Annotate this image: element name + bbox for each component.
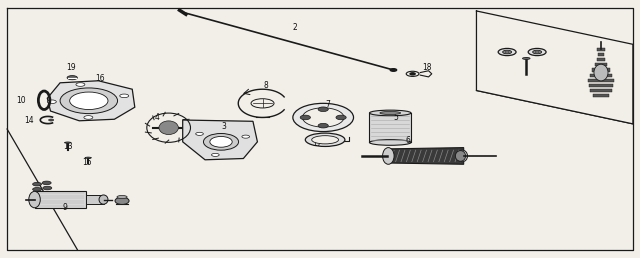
Ellipse shape [336, 115, 346, 120]
Ellipse shape [456, 151, 466, 161]
Text: 13: 13 [63, 142, 72, 151]
Bar [589, 84, 613, 87]
Text: 12: 12 [532, 26, 542, 35]
Bar [593, 68, 610, 71]
Ellipse shape [159, 121, 179, 134]
Text: 8: 8 [263, 81, 268, 90]
Ellipse shape [210, 136, 232, 147]
Ellipse shape [115, 197, 129, 204]
Ellipse shape [498, 49, 516, 56]
Ellipse shape [369, 110, 411, 116]
Circle shape [212, 153, 219, 156]
Circle shape [242, 135, 250, 138]
Bar [597, 58, 605, 61]
Ellipse shape [293, 103, 353, 132]
Text: 7: 7 [325, 100, 330, 109]
Circle shape [43, 186, 52, 190]
Ellipse shape [369, 140, 411, 145]
Text: 11: 11 [526, 53, 536, 62]
Circle shape [49, 119, 54, 121]
Text: 6: 6 [406, 136, 411, 145]
Ellipse shape [383, 148, 394, 164]
Text: 17: 17 [312, 139, 322, 148]
Polygon shape [182, 120, 257, 160]
Ellipse shape [70, 92, 108, 109]
Text: 5: 5 [393, 113, 398, 122]
Circle shape [47, 100, 56, 103]
Polygon shape [476, 11, 633, 124]
Ellipse shape [29, 191, 40, 208]
Text: 10: 10 [16, 96, 26, 105]
Ellipse shape [60, 88, 118, 114]
Bar [35, 191, 86, 208]
Bar [86, 195, 104, 204]
Text: 15: 15 [82, 158, 92, 167]
Text: 12: 12 [502, 26, 512, 35]
Ellipse shape [300, 115, 310, 120]
Text: 16: 16 [95, 75, 104, 83]
Circle shape [33, 188, 42, 191]
Ellipse shape [204, 133, 239, 150]
Bar [595, 63, 607, 66]
Circle shape [120, 94, 129, 98]
Ellipse shape [312, 136, 339, 144]
Ellipse shape [502, 50, 511, 54]
Text: 4: 4 [155, 113, 159, 122]
Text: 2: 2 [292, 23, 297, 32]
Ellipse shape [117, 196, 127, 199]
Ellipse shape [532, 50, 541, 54]
Text: 3: 3 [222, 122, 227, 131]
Polygon shape [387, 148, 464, 164]
Ellipse shape [380, 111, 401, 115]
Bar [598, 53, 604, 56]
Circle shape [196, 132, 204, 135]
Ellipse shape [318, 123, 328, 128]
Circle shape [84, 116, 93, 119]
Ellipse shape [535, 51, 539, 53]
Circle shape [33, 182, 42, 186]
Bar [590, 74, 612, 77]
Ellipse shape [85, 157, 92, 158]
Ellipse shape [305, 133, 345, 147]
Ellipse shape [65, 142, 71, 143]
Text: 9: 9 [62, 203, 67, 212]
Bar [588, 79, 614, 82]
Ellipse shape [318, 107, 328, 111]
Ellipse shape [528, 49, 546, 56]
Bar [369, 113, 411, 142]
Ellipse shape [594, 64, 608, 81]
Circle shape [410, 73, 415, 75]
Circle shape [67, 76, 77, 80]
Ellipse shape [99, 195, 108, 204]
Text: 18: 18 [422, 63, 432, 72]
Bar [596, 48, 605, 51]
Text: 19: 19 [66, 63, 76, 72]
Circle shape [76, 83, 85, 86]
Ellipse shape [522, 58, 530, 59]
Ellipse shape [303, 108, 344, 127]
Text: 14: 14 [24, 116, 35, 125]
Circle shape [390, 69, 397, 71]
Ellipse shape [505, 51, 509, 53]
Bar [593, 94, 609, 97]
Polygon shape [47, 81, 135, 121]
Ellipse shape [458, 150, 467, 162]
Bar [590, 89, 612, 92]
Circle shape [42, 181, 51, 185]
